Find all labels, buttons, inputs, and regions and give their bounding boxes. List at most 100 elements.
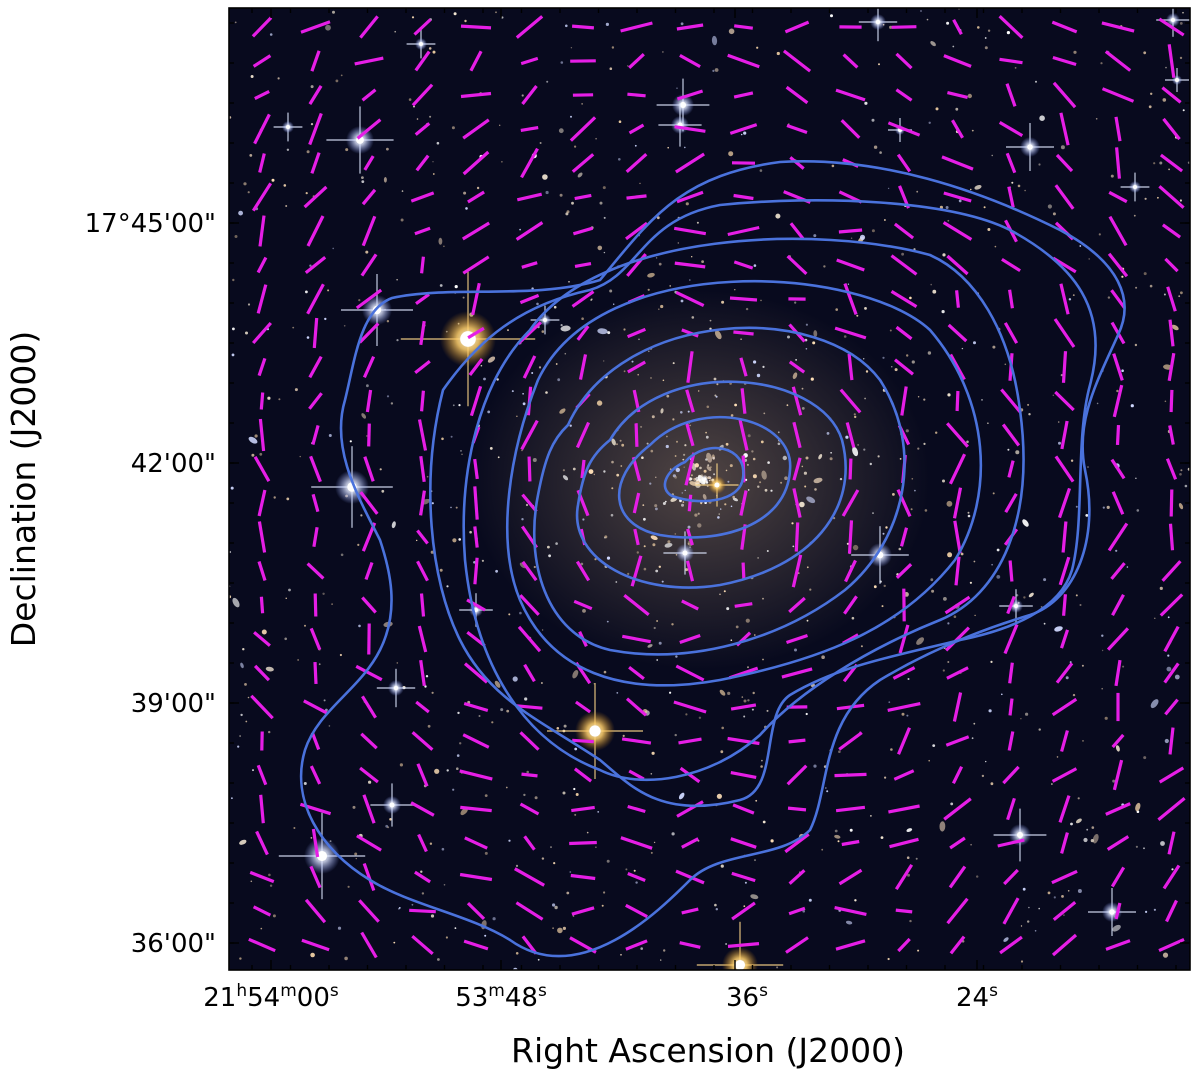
faint-star <box>643 517 646 521</box>
polarization-vector <box>462 255 490 275</box>
faint-star <box>894 368 898 372</box>
polarization-vector <box>897 937 911 953</box>
faint-star <box>345 148 349 152</box>
faint-star <box>826 790 829 793</box>
faint-star <box>260 927 263 930</box>
faint-star <box>337 926 342 930</box>
polarization-vector <box>1052 55 1077 67</box>
faint-star <box>898 547 902 551</box>
faint-star <box>879 151 882 154</box>
faint-star <box>685 713 688 716</box>
faint-star <box>920 10 922 12</box>
bright-star <box>406 29 436 59</box>
faint-star <box>1014 67 1017 69</box>
faint-star <box>871 229 875 233</box>
faint-star <box>706 405 710 409</box>
polarization-vector <box>1159 593 1184 617</box>
faint-star <box>830 452 832 454</box>
polarization-vector <box>361 188 377 206</box>
faint-star <box>720 508 722 510</box>
faint-star <box>539 142 542 144</box>
galaxy <box>691 462 696 471</box>
faint-star <box>1110 174 1114 178</box>
faint-star <box>735 625 739 629</box>
polarization-vector <box>1169 489 1174 517</box>
faint-star <box>318 663 321 666</box>
faint-star <box>917 447 920 450</box>
faint-star <box>420 870 423 873</box>
faint-star <box>459 742 462 745</box>
y-tick-label: 17°45'00" <box>85 209 216 239</box>
polarization-vector <box>731 901 756 921</box>
polarization-vector <box>628 769 645 781</box>
polarization-vector <box>888 804 920 814</box>
faint-star <box>730 639 733 641</box>
faint-star <box>560 61 564 64</box>
faint-star <box>431 691 434 694</box>
faint-star <box>1053 896 1056 899</box>
faint-star <box>465 207 468 210</box>
faint-star <box>777 431 780 434</box>
faint-star <box>299 455 301 458</box>
faint-star <box>1179 199 1182 202</box>
faint-star <box>849 828 853 832</box>
faint-star <box>611 460 614 464</box>
galaxy <box>562 475 569 481</box>
polarization-vector <box>782 49 812 73</box>
polarization-vector <box>460 24 492 30</box>
faint-star <box>983 206 986 209</box>
faint-star <box>734 403 737 407</box>
polarization-vector <box>1168 425 1175 445</box>
faint-star <box>602 186 606 190</box>
polarization-vector <box>1159 153 1184 173</box>
faint-star <box>285 205 288 207</box>
polarization-vector <box>1164 257 1179 273</box>
faint-star <box>1104 716 1108 720</box>
polarization-vector <box>840 119 861 139</box>
faint-star <box>852 544 859 551</box>
faint-star <box>824 787 827 789</box>
faint-star <box>429 842 433 845</box>
polarization-vector <box>1110 866 1126 888</box>
polarization-vector <box>786 254 808 276</box>
faint-star <box>1174 674 1180 680</box>
polarization-vector <box>1158 17 1185 37</box>
faint-star <box>805 323 809 326</box>
faint-star <box>651 415 655 419</box>
faint-star <box>812 341 816 345</box>
faint-star <box>971 737 974 740</box>
faint-star <box>452 788 455 791</box>
faint-star <box>915 857 918 860</box>
polarization-vector <box>792 457 802 481</box>
polarization-vector <box>955 390 960 412</box>
faint-star <box>926 18 929 21</box>
polarization-vector <box>941 155 974 171</box>
polarization-vector <box>784 832 810 854</box>
faint-star <box>939 205 944 209</box>
polarization-vector <box>1106 627 1130 651</box>
faint-star <box>658 308 660 311</box>
polarization-vector <box>519 731 540 751</box>
polarization-vector <box>1107 522 1129 552</box>
polarization-vector <box>789 222 805 240</box>
faint-star <box>590 298 593 301</box>
faint-star <box>984 46 988 50</box>
polarization-vector <box>739 490 748 516</box>
faint-star <box>681 492 684 494</box>
polarization-vector <box>367 423 371 447</box>
faint-star <box>777 442 781 446</box>
polarization-vector <box>1061 521 1068 553</box>
faint-star <box>243 182 247 186</box>
polarization-vector <box>1105 802 1131 816</box>
faint-star <box>650 851 653 854</box>
faint-star <box>837 840 840 843</box>
faint-star <box>776 51 780 56</box>
faint-star <box>985 760 987 763</box>
polarization-vector <box>681 837 699 849</box>
polarization-vector <box>628 123 645 135</box>
faint-star <box>955 107 959 111</box>
faint-star <box>1101 687 1103 690</box>
faint-star <box>480 364 483 367</box>
faint-star <box>752 691 755 695</box>
faint-star <box>361 180 365 184</box>
